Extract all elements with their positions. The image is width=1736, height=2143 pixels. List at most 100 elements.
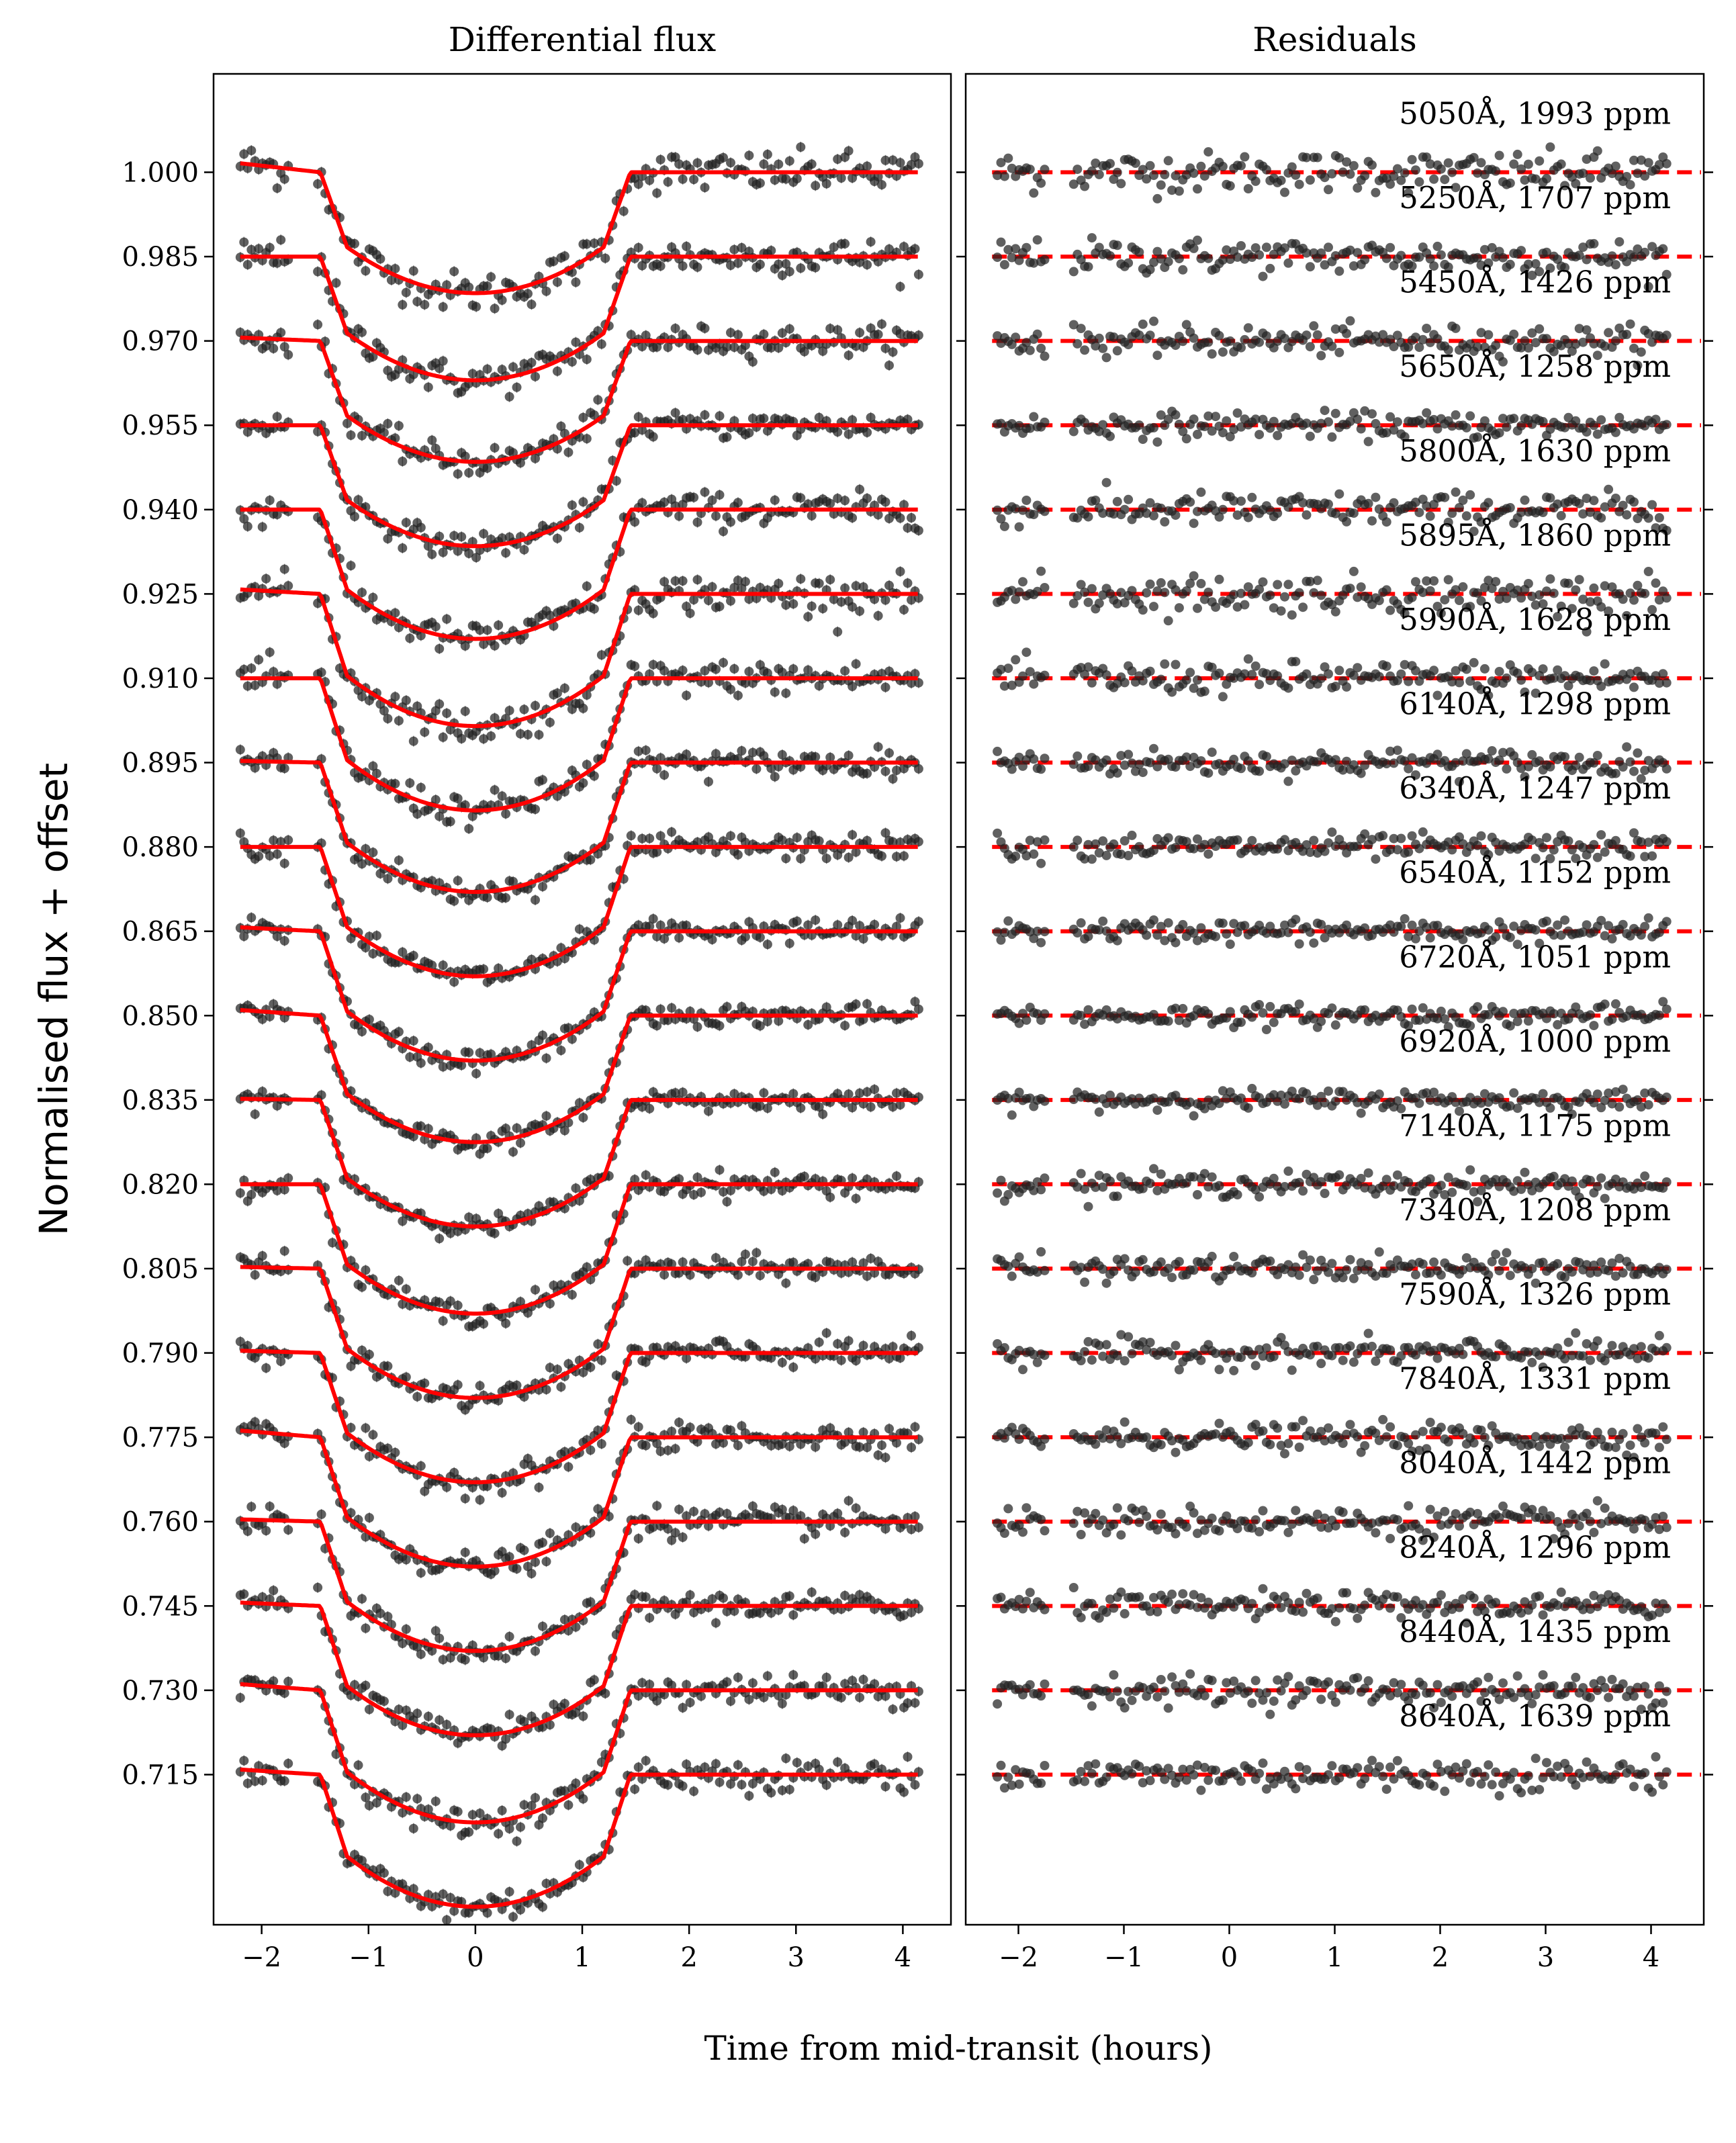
data-point bbox=[888, 155, 898, 165]
data-point bbox=[784, 267, 794, 277]
data-point bbox=[394, 364, 404, 374]
data-point bbox=[578, 412, 588, 422]
data-point bbox=[715, 602, 725, 612]
data-point bbox=[442, 280, 452, 290]
data-point bbox=[692, 262, 702, 272]
data-point bbox=[895, 513, 905, 523]
data-point bbox=[855, 606, 865, 616]
data-point bbox=[350, 512, 359, 522]
data-point bbox=[770, 687, 780, 697]
data-point bbox=[516, 729, 525, 739]
data-point bbox=[578, 778, 588, 788]
data-point bbox=[910, 244, 920, 254]
data-point bbox=[880, 766, 890, 776]
data-point bbox=[648, 432, 658, 442]
data-point bbox=[497, 791, 507, 801]
data-point bbox=[611, 476, 621, 486]
data-point bbox=[435, 878, 445, 888]
data-point bbox=[726, 831, 735, 841]
data-point bbox=[689, 492, 699, 502]
data-point bbox=[633, 242, 643, 253]
data-point bbox=[531, 371, 540, 381]
data-point bbox=[740, 932, 750, 942]
data-point bbox=[464, 549, 474, 558]
data-point bbox=[490, 785, 500, 795]
data-point bbox=[383, 1361, 393, 1371]
data-point bbox=[239, 664, 249, 674]
data-point bbox=[279, 174, 289, 184]
data-point bbox=[755, 932, 765, 942]
data-point bbox=[781, 600, 791, 610]
data-point bbox=[283, 581, 293, 591]
data-point bbox=[313, 179, 323, 189]
data-point bbox=[272, 258, 282, 268]
data-point bbox=[242, 681, 253, 691]
data-point bbox=[833, 154, 843, 164]
data-point bbox=[523, 729, 533, 739]
data-point bbox=[390, 608, 400, 618]
data-point bbox=[527, 300, 537, 310]
data-point bbox=[438, 732, 448, 742]
data-point bbox=[353, 495, 363, 505]
data-point bbox=[744, 428, 754, 438]
data-point bbox=[596, 1355, 606, 1365]
data-point bbox=[719, 527, 728, 537]
data-point bbox=[589, 410, 599, 420]
left-panel: 1.0000.9850.9700.9550.9400.9250.9100.895… bbox=[122, 20, 952, 1973]
data-point bbox=[895, 567, 905, 576]
data-point bbox=[803, 612, 813, 622]
data-point bbox=[383, 714, 393, 724]
data-point bbox=[545, 610, 555, 621]
data-point bbox=[494, 963, 504, 973]
data-point bbox=[700, 487, 710, 497]
data-point bbox=[490, 304, 500, 314]
data-point bbox=[670, 324, 680, 333]
data-point bbox=[578, 1113, 588, 1123]
data-point bbox=[246, 664, 257, 674]
data-point bbox=[504, 706, 514, 716]
data-point bbox=[279, 1246, 289, 1256]
data-point bbox=[877, 180, 886, 190]
data-point bbox=[442, 709, 452, 718]
data-point bbox=[670, 408, 680, 418]
data-point bbox=[508, 1147, 518, 1157]
data-point bbox=[707, 495, 717, 505]
data-point bbox=[777, 328, 787, 338]
data-point bbox=[482, 625, 492, 635]
data-point bbox=[726, 684, 735, 694]
data-point bbox=[655, 261, 666, 271]
data-point bbox=[733, 498, 743, 508]
data-point bbox=[715, 411, 725, 421]
data-point bbox=[704, 777, 713, 786]
data-point bbox=[482, 893, 492, 903]
data-point bbox=[825, 575, 835, 585]
data-point bbox=[589, 604, 599, 614]
data-point bbox=[449, 531, 459, 541]
data-point bbox=[445, 817, 455, 827]
data-point bbox=[357, 1027, 367, 1036]
data-point bbox=[283, 1173, 293, 1183]
data-point bbox=[674, 511, 684, 521]
data-point bbox=[435, 1234, 445, 1244]
data-point bbox=[711, 511, 721, 521]
data-point bbox=[630, 428, 640, 438]
data-point bbox=[272, 849, 282, 859]
data-point bbox=[862, 494, 872, 503]
data-point bbox=[423, 541, 433, 551]
data-point bbox=[895, 158, 905, 168]
data-point bbox=[862, 999, 872, 1009]
data-point bbox=[685, 1270, 695, 1280]
data-point bbox=[633, 605, 643, 615]
data-point bbox=[903, 578, 913, 588]
data-point bbox=[630, 517, 640, 527]
data-point bbox=[784, 938, 794, 948]
data-point bbox=[851, 659, 861, 669]
data-point bbox=[331, 278, 341, 288]
data-point bbox=[848, 415, 858, 425]
data-point bbox=[427, 549, 437, 559]
data-point bbox=[851, 581, 861, 591]
data-point bbox=[261, 574, 271, 584]
data-point bbox=[895, 913, 905, 923]
data-point bbox=[242, 521, 253, 531]
